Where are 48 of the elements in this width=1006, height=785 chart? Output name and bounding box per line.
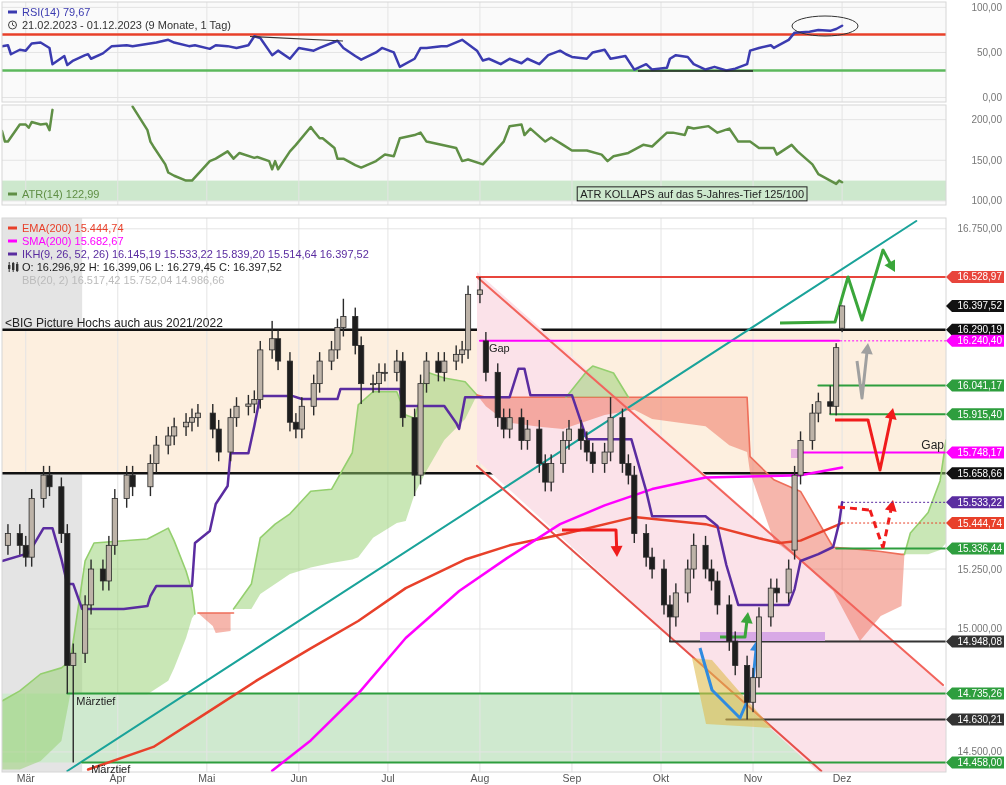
- y-tick-label: 200,00: [971, 114, 1003, 126]
- legend-label: SMA(200) 15.682,67: [22, 234, 124, 247]
- y-tick-label: 14.500,00: [957, 746, 1003, 758]
- x-tick-label: Nov: [743, 772, 764, 784]
- candlestick: [476, 276, 483, 304]
- line-series: [270, 466, 844, 772]
- x-tick-label: Aug: [470, 772, 490, 784]
- annotation: ATR KOLLAPS auf das 5-Jahres-Tief 125/100: [580, 187, 804, 200]
- data-label: 15.915,40: [957, 408, 1003, 420]
- x-tick-label: Jun: [290, 772, 308, 784]
- legend-label: RSI(14) 79,67: [22, 5, 91, 18]
- y-tick-label: 15.000,00: [957, 623, 1003, 635]
- data-label: 14.630,21: [957, 714, 1003, 726]
- ref-line-label: 15.658,66: [957, 467, 1003, 479]
- data-label: 16.041,17: [957, 380, 1003, 392]
- y-tick-label: 50,00: [976, 46, 1003, 58]
- annotation: 15.444,74: [957, 517, 1003, 529]
- annotation: Gap: [921, 438, 945, 453]
- data-label: 14.458,00: [957, 756, 1003, 768]
- data-label: 16.528,97: [957, 271, 1003, 283]
- x-tick-label: Mai: [198, 772, 216, 784]
- data-label: 15.748,17: [957, 446, 1003, 458]
- y-tick-label: 15.250,00: [957, 563, 1003, 575]
- x-tick-label: Sep: [562, 772, 582, 784]
- y-tick-label: 16.750,00: [957, 223, 1003, 235]
- legend-label: EMA(200) 15.444,74: [22, 221, 124, 234]
- y-tick-label: 150,00: [971, 154, 1003, 166]
- legend-label: ATR(14) 122,99: [22, 187, 100, 200]
- x-tick-label: Mär: [16, 772, 36, 784]
- legend-label: IKH(9, 26, 52, 26) 16.145,19 15.533,22 15.839,20 15.514,64 16.397,52: [22, 247, 369, 260]
- data-label: 14.948,08: [957, 636, 1003, 648]
- legend-label: O: 16.296,92 H: 16.399,06 L: 16.279,45 C: 16.397,52: [22, 260, 282, 273]
- x-tick-label: Dez: [832, 772, 852, 784]
- data-label: 14.735,26: [957, 688, 1003, 700]
- data-label: 15.336,44: [957, 543, 1003, 555]
- annotation: 15.533,22: [957, 496, 1003, 508]
- x-tick-label: Jul: [381, 772, 395, 784]
- ref-line-label: 16.290,19: [957, 324, 1003, 336]
- annotation: 21.02.2023 - 01.12.2023 (9 Monate, 1 Tag): [22, 18, 231, 31]
- annotation: 16.240,40: [957, 335, 1003, 347]
- y-tick-label: 100,00: [971, 195, 1003, 207]
- y-tick-label: 0,00: [982, 92, 1003, 103]
- annotation: <BIG Picture Hochs auch aus 2021/2022: [5, 315, 224, 330]
- annotation: Märztief: [76, 694, 117, 707]
- text: 16.397,52: [957, 300, 1002, 312]
- y-tick-label: 100,00: [971, 1, 1003, 13]
- x-tick-label: Okt: [652, 772, 670, 784]
- annotation: Gap: [488, 341, 510, 354]
